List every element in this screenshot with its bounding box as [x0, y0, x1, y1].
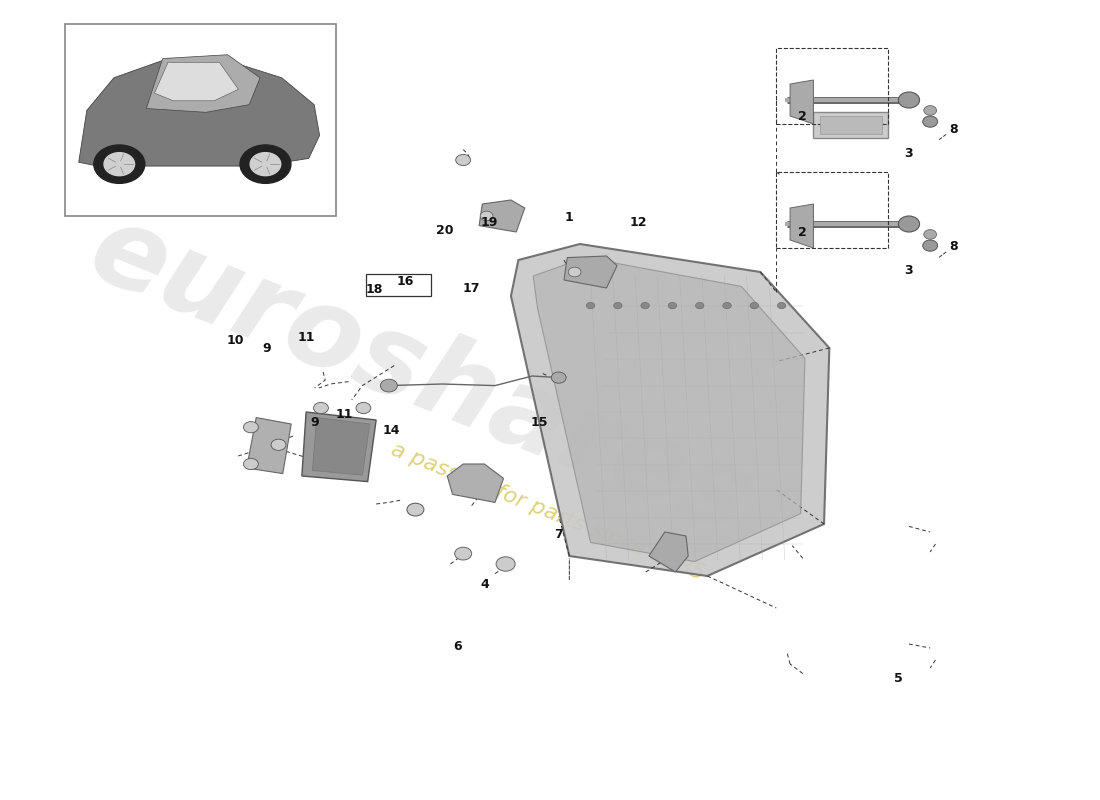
Circle shape	[243, 422, 258, 433]
Polygon shape	[813, 112, 888, 138]
Text: 1: 1	[565, 211, 574, 224]
Circle shape	[569, 267, 581, 277]
Circle shape	[551, 372, 566, 383]
Text: 16: 16	[396, 275, 414, 288]
Circle shape	[723, 302, 732, 309]
Text: 19: 19	[481, 216, 498, 229]
Circle shape	[455, 154, 471, 166]
Bar	[777, 172, 888, 248]
Polygon shape	[820, 116, 882, 134]
Text: 6: 6	[453, 640, 462, 653]
Circle shape	[454, 547, 472, 560]
Polygon shape	[312, 418, 370, 475]
Circle shape	[271, 439, 286, 450]
Text: 14: 14	[383, 424, 399, 437]
Circle shape	[243, 458, 258, 470]
Polygon shape	[448, 464, 504, 502]
Circle shape	[899, 92, 920, 108]
Circle shape	[356, 402, 371, 414]
Circle shape	[407, 503, 424, 516]
Polygon shape	[154, 62, 239, 101]
Bar	[777, 48, 888, 124]
Circle shape	[924, 106, 936, 115]
Text: 9: 9	[310, 416, 319, 429]
Circle shape	[750, 302, 759, 309]
Circle shape	[250, 153, 280, 176]
Text: 8: 8	[949, 240, 958, 253]
Text: 4: 4	[480, 578, 488, 590]
Polygon shape	[146, 54, 260, 112]
Circle shape	[668, 302, 676, 309]
Polygon shape	[79, 58, 320, 166]
Circle shape	[924, 230, 936, 239]
Polygon shape	[649, 532, 689, 572]
Text: 2: 2	[799, 110, 807, 122]
Polygon shape	[790, 80, 813, 124]
Circle shape	[240, 145, 290, 183]
Polygon shape	[301, 412, 376, 482]
Text: 11: 11	[297, 331, 315, 344]
Circle shape	[778, 302, 785, 309]
Polygon shape	[480, 200, 525, 232]
Text: 12: 12	[629, 216, 647, 229]
Text: 18: 18	[365, 283, 383, 296]
Bar	[65, 24, 336, 216]
Text: 10: 10	[227, 334, 244, 346]
Circle shape	[481, 211, 493, 221]
Text: 15: 15	[531, 416, 549, 429]
Text: 5: 5	[894, 672, 903, 685]
Circle shape	[899, 216, 920, 232]
Circle shape	[94, 145, 145, 183]
Circle shape	[923, 240, 937, 251]
Text: 3: 3	[904, 264, 913, 277]
Circle shape	[381, 379, 397, 392]
Text: 17: 17	[463, 282, 481, 294]
Bar	[365, 274, 431, 296]
Circle shape	[496, 557, 515, 571]
Polygon shape	[564, 256, 617, 288]
Circle shape	[695, 302, 704, 309]
Text: 8: 8	[949, 123, 958, 136]
Circle shape	[923, 116, 937, 127]
Circle shape	[104, 153, 134, 176]
Text: a passion for parts since 1985: a passion for parts since 1985	[388, 440, 707, 584]
Text: 2: 2	[799, 226, 807, 238]
Text: 11: 11	[336, 408, 353, 421]
Text: euroshares: euroshares	[75, 195, 767, 557]
Polygon shape	[790, 204, 813, 248]
Polygon shape	[246, 418, 292, 474]
Polygon shape	[534, 258, 805, 562]
Text: 7: 7	[554, 528, 563, 541]
Polygon shape	[510, 244, 829, 576]
Text: 3: 3	[904, 147, 913, 160]
Circle shape	[641, 302, 649, 309]
Circle shape	[586, 302, 595, 309]
Text: 9: 9	[263, 342, 271, 354]
Circle shape	[614, 302, 623, 309]
Circle shape	[314, 402, 329, 414]
Text: 20: 20	[437, 224, 454, 237]
